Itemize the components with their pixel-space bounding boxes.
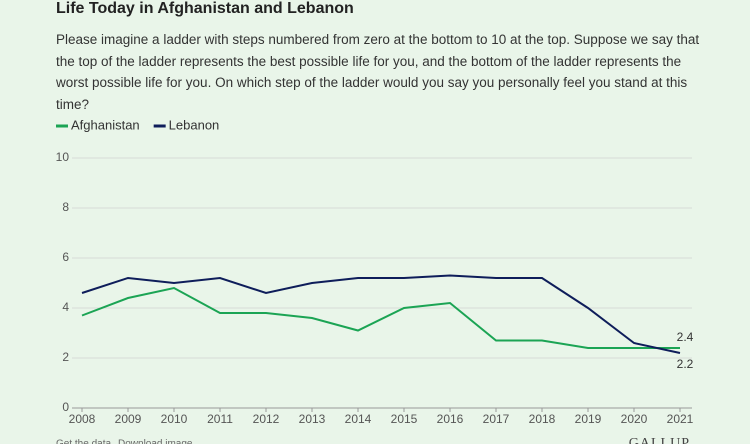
x-tick-label: 2020	[621, 412, 648, 426]
x-tick-label: 2017	[483, 412, 510, 426]
y-tick-label: 8	[62, 200, 69, 214]
chart-subtitle: Please imagine a ladder with steps numbe…	[56, 32, 700, 112]
end-label: 2.2	[677, 357, 694, 371]
brand: GALLUP	[629, 436, 690, 444]
x-tick-label: 2011	[207, 412, 233, 426]
x-tick-label: 2012	[253, 412, 280, 426]
end-label: 2.4	[677, 330, 694, 344]
chart-title: Life Today in Afghanistan and Lebanon	[56, 0, 354, 17]
line-series	[81, 286, 680, 349]
footer-link: Get the data	[56, 439, 111, 444]
line-series	[81, 274, 681, 354]
x-tick-label: 2016	[437, 412, 464, 426]
x-tick-label: 2008	[69, 412, 96, 426]
legend-label: Afghanistan	[71, 117, 140, 132]
y-tick-label: 10	[56, 150, 70, 164]
x-tick-label: 2015	[391, 412, 418, 426]
x-tick-label: 2019	[575, 412, 602, 426]
x-tick-label: 2013	[299, 412, 326, 426]
footer-link: Download image	[118, 439, 193, 444]
x-tick-label: 2014	[345, 412, 372, 426]
y-tick-label: 2	[62, 350, 69, 364]
y-tick-label: 4	[62, 300, 69, 314]
y-tick-label: 0	[62, 400, 69, 414]
y-tick-label: 6	[62, 250, 69, 264]
legend-label: Lebanon	[169, 117, 220, 132]
x-tick-label: 2009	[115, 412, 142, 426]
x-tick-label: 2018	[529, 412, 556, 426]
x-tick-label: 2021	[667, 412, 694, 426]
x-tick-label: 2010	[161, 412, 188, 426]
